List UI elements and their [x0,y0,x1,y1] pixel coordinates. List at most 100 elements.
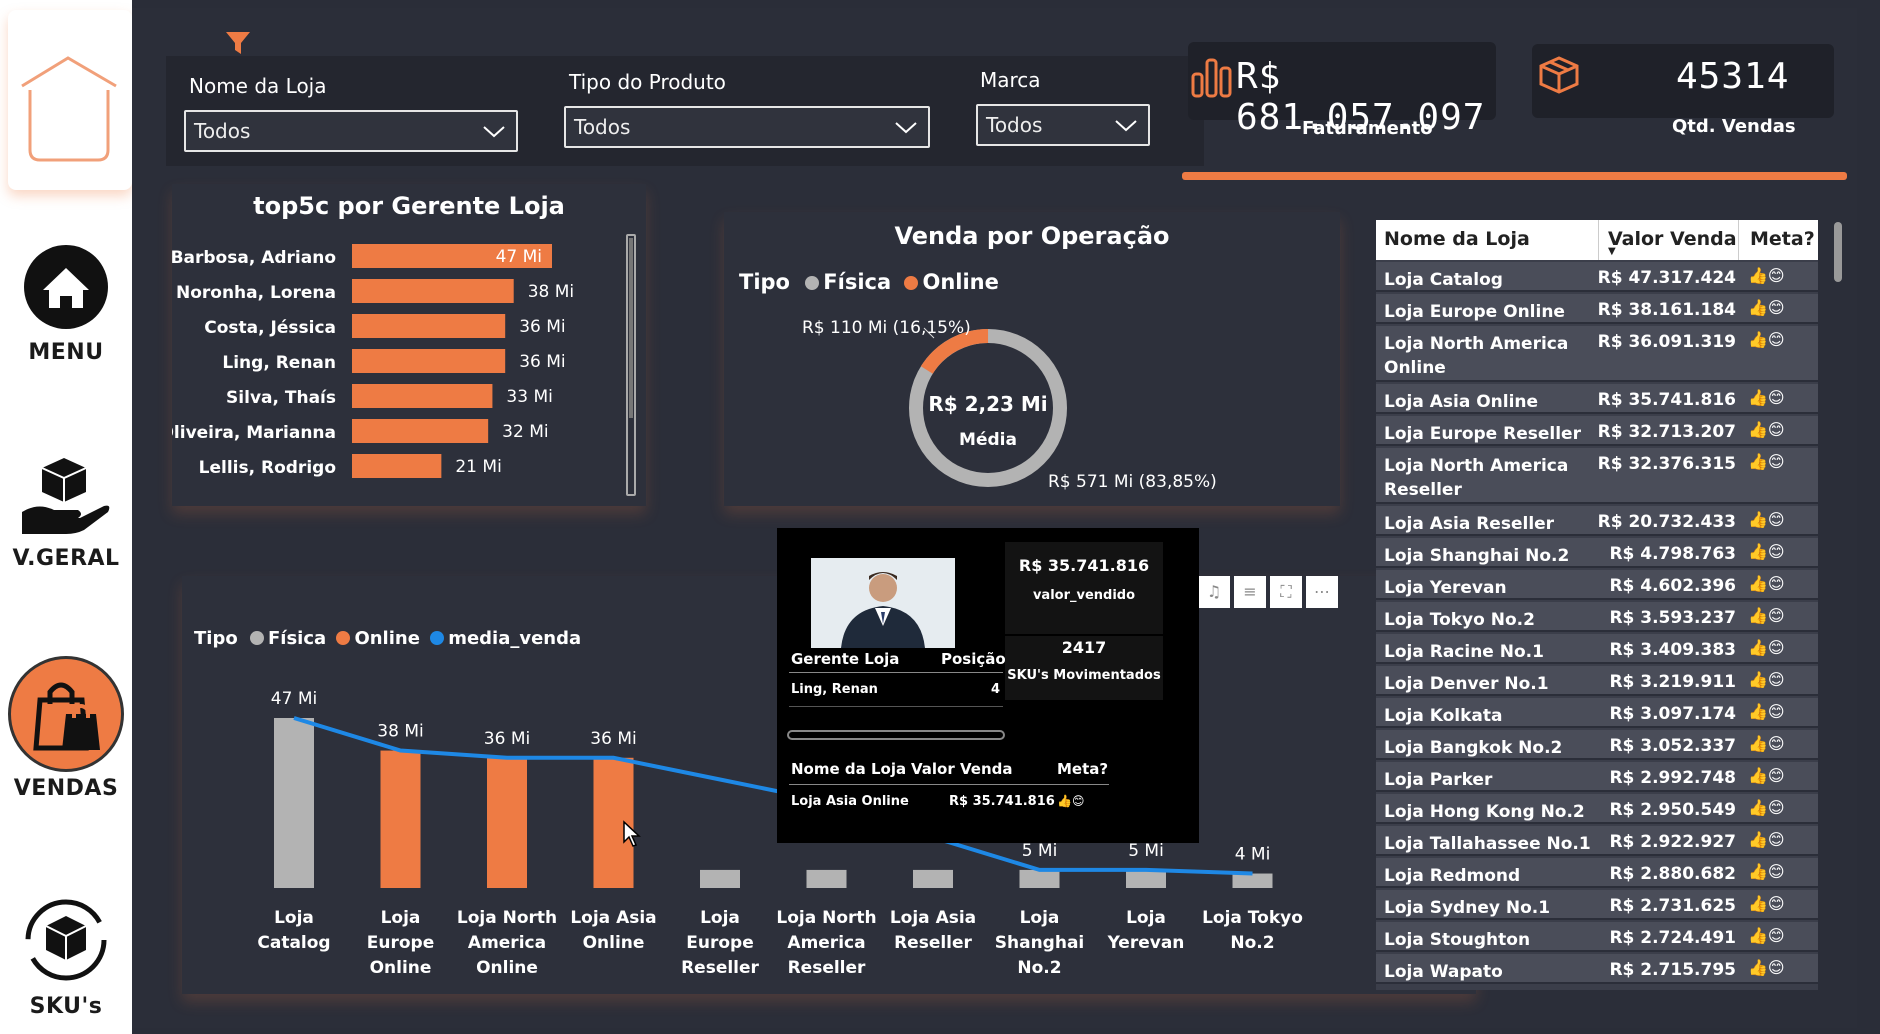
row-store-value: R$ 2.992.748 [1609,768,1736,788]
nav-menu[interactable]: MENU [0,244,132,365]
slicer-marca-value: Todos [986,113,1043,137]
combo-bar[interactable] [913,869,953,888]
table-row[interactable]: Loja Bangkok No.2 R$ 3.052.337 👍😊 [1376,730,1818,760]
table-row[interactable]: Loja Asia Reseller R$ 20.732.433 👍😊 [1376,506,1818,536]
row-store-value: R$ 2.880.682 [1609,864,1736,884]
box-icon [1539,56,1579,94]
nav-vendas-active [8,656,124,772]
row-meta-icons: 👍😊 [1748,420,1785,439]
table-row[interactable]: Loja Denver No.1 R$ 3.219.911 👍😊 [1376,666,1818,696]
col-nome-loja[interactable]: Nome da Loja [1384,228,1530,250]
nav-skus[interactable]: SKU's [0,894,132,1019]
row-store-value: R$ 3.593.237 [1609,608,1736,628]
logo-box [8,10,132,190]
table-row[interactable]: Loja Hong Kong No.2 R$ 2.950.549 👍😊 [1376,794,1818,824]
tooltip-skus-label: SKU's Movimentados [1007,668,1161,683]
combo-bar[interactable] [806,869,847,888]
table-row[interactable]: Loja Tallahassee No.1 R$ 2.922.927 👍😊 [1376,826,1818,856]
combo-bar[interactable] [700,869,740,888]
row-store-name: Loja Shanghai No.2 [1384,546,1570,566]
tooltip-divider [789,672,1003,673]
combo-bar[interactable] [380,750,421,888]
top5-bar[interactable] [352,419,489,443]
row-meta-icons: 👍😊 [1748,894,1785,913]
table-row[interactable]: Loja Redmond R$ 2.880.682 👍😊 [1376,858,1818,888]
table-row[interactable]: Loja Stoughton R$ 2.724.491 👍😊 [1376,922,1818,952]
store-table-scrollbar[interactable] [1832,220,1844,990]
table-row[interactable]: Loja North America Online R$ 36.091.319 👍😊 [1376,326,1818,382]
donut-center-label: Média [959,430,1017,450]
col-meta[interactable]: Meta? [1750,228,1815,250]
top5-bar[interactable] [352,314,506,338]
combo-bar[interactable] [1126,869,1166,888]
donut-title: Venda por Operação [894,222,1170,250]
tooltip-valor-label: valor_vendido [1032,588,1136,603]
top5-bar[interactable] [352,384,493,408]
donut-legend-online: Online [922,270,999,294]
top5-value-label: 36 Mi [519,317,565,337]
combo-bar[interactable] [1019,869,1060,888]
table-row[interactable]: Loja Catalog R$ 47.317.424 👍😊 [1376,262,1818,292]
kpi-faturamento-label: Faturamento [1302,118,1433,139]
slicer-loja-value: Todos [194,119,251,143]
table-row[interactable]: Loja Sydney No.1 R$ 2.731.625 👍😊 [1376,890,1818,920]
top5-category-label: Ling, Renan [222,353,336,373]
nav-vgeral[interactable]: V.GERAL [0,452,132,571]
kpi-vendas-value: 45314 [1676,56,1790,97]
more-options-icon[interactable]: ⋯ [1306,576,1338,608]
combo-category-label: Loja Europe Reseller [681,908,759,978]
table-row[interactable]: Loja Kolkata R$ 3.097.174 👍😊 [1376,698,1818,728]
table-row[interactable]: Loja Europe Online R$ 38.161.184 👍😊 [1376,294,1818,324]
top5-value-label: 32 Mi [502,422,548,442]
table-row[interactable]: Loja Racine No.1 R$ 3.409.383 👍😊 [1376,634,1818,664]
legend-online-dot [904,276,919,290]
top5-bar[interactable] [352,349,506,373]
row-meta-icons: 👍😊 [1748,734,1785,753]
donut-slice-online[interactable] [889,309,1087,506]
row-store-name: Loja Europe Reseller [1384,424,1581,444]
store-table: Nome da Loja Valor Venda Meta? ▼ Loja Ca… [1376,220,1818,990]
slicer-tipo-dropdown[interactable]: Todos [564,106,930,148]
row-meta-icons: 👍😊 [1748,830,1785,849]
table-row[interactable]: Loja Shanghai No.2 R$ 4.798.763 👍😊 [1376,538,1818,568]
focus-mode-icon[interactable]: ⛶ [1270,576,1302,608]
row-meta-icons: 👍😊 [1748,266,1785,285]
row-store-name: Loja Tallahassee No.1 [1384,834,1591,854]
combo-category-label: Loja Asia Online [570,908,657,953]
donut-legend-fisica: Física [823,270,892,294]
combo-category-label: Loja North America Reseller [776,908,877,978]
slicer-marca-dropdown[interactable]: Todos [976,104,1150,146]
nav-menu-label: MENU [28,340,104,365]
nav-vendas[interactable]: VENDAS [0,656,132,801]
combo-bar[interactable] [274,718,314,888]
table-row[interactable]: Loja Asia Online R$ 35.741.816 👍😊 [1376,384,1818,414]
nav-vgeral-label: V.GERAL [12,546,120,571]
top5-category-label: Silva, Thaís [226,388,336,408]
table-row[interactable]: Loja North America Reseller R$ 32.376.315… [1376,448,1818,504]
top5-bar[interactable] [352,279,514,303]
table-row[interactable]: Loja Parker R$ 2.992.748 👍😊 [1376,762,1818,792]
combo-bar[interactable] [1232,873,1273,888]
combo-bar[interactable] [593,757,634,888]
top5-bar[interactable] [352,244,552,268]
tooltip-loja: Loja Asia Online [791,794,909,809]
table-row[interactable]: Loja Wapato R$ 2.715.795 👍😊 [1376,954,1818,984]
row-store-value: R$ 3.097.174 [1609,704,1736,724]
col-valor-venda[interactable]: Valor Venda [1608,228,1737,250]
combo-value-label: 5 Mi [1128,841,1164,861]
top5-scrollbar[interactable] [626,234,636,496]
combo-bar[interactable] [487,757,527,888]
combo-legend: Tipo Física Online media_venda [194,628,581,649]
slicer-loja-dropdown[interactable]: Todos [184,110,518,152]
top5-category-label: Barbosa, Adriano [172,248,336,268]
row-store-value: R$ 4.798.763 [1609,544,1736,564]
table-row[interactable]: Loja Tokyo No.2 R$ 3.593.237 👍😊 [1376,602,1818,632]
row-meta-icons: 👍😊 [1748,388,1785,407]
filter-icon[interactable] [224,30,252,56]
tooltip-kpi-box2 [1005,636,1163,700]
bell-icon[interactable]: ♫ [1198,576,1230,608]
table-row[interactable]: Loja Europe Reseller R$ 32.713.207 👍😊 [1376,416,1818,446]
table-row[interactable]: Loja Yerevan R$ 4.602.396 👍😊 [1376,570,1818,600]
filter-lines-icon[interactable]: ≡ [1234,576,1266,608]
top5-bar[interactable] [352,454,442,478]
